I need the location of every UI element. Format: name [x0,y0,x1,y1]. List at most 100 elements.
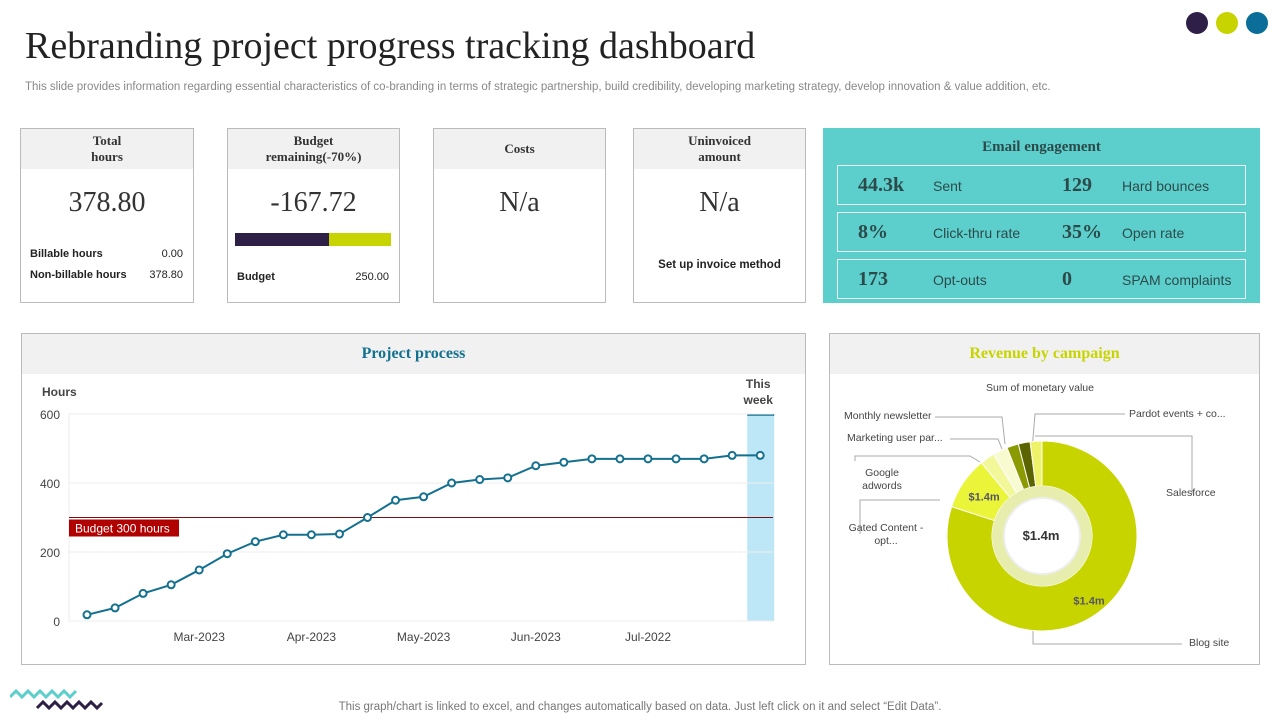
project-process-panel: Project process 0 200 400 600 Hours This week B… [21,333,806,665]
costs-value: N/a [499,187,540,218]
budget-progress-bar [235,233,391,246]
x-tick-label: May-2023 [397,630,451,644]
setup-invoice-link[interactable]: Set up invoice method [658,259,781,271]
legend-label: Gated Content - opt... [848,522,924,547]
budget-label-box [69,519,179,537]
revenue-donut-chart: $1.4m $1.4m [854,413,1193,645]
budget-progress-fill [235,233,329,246]
card-title: Budget [293,133,334,148]
email-metric-value: 35% [1062,221,1102,243]
data-point [82,610,92,620]
card-title: Costs [434,129,605,169]
y-tick-label: 400 [40,477,60,491]
leader-line [950,438,1003,450]
data-point [138,588,148,598]
data-point [559,457,569,467]
x-tick-label: Apr-2023 [287,630,337,644]
slice-value-label: $1.4m [1073,596,1104,608]
email-metric-row: 8% Click-thru rate 35% Open rate [837,212,1246,252]
data-point [419,492,429,502]
data-point [671,454,681,464]
email-engagement-panel: Email engagement 44.3k Sent 129 Hard bounce… [823,128,1260,303]
donut-center-label: $1.4m [1022,528,1060,543]
email-metric-row: 44.3k Sent 129 Hard bounces [837,165,1246,205]
email-metric-label: Hard bounces [1122,178,1210,194]
data-point [587,454,597,464]
slice-value-label: $1.4m [969,492,1000,504]
data-point [306,530,316,540]
nonbillable-label: Non-billable hours [30,269,127,281]
email-metric-row: 173 Opt-outs 0 SPAM complaints [837,259,1246,299]
legend-label: Pardot events + co... [1129,408,1226,420]
data-point [643,454,653,464]
card-title: hours [91,149,123,164]
data-point [363,513,372,522]
legend-label: Monthly newsletter [844,410,932,422]
email-metric-label: Click-thru rate [933,225,1021,241]
wave-decoration-icon [10,688,104,711]
footer-note: This graph/chart is linked to excel, and… [338,701,942,713]
decor-dot [1246,12,1268,34]
card-title: Uninvoiced [688,133,751,148]
data-point [447,478,457,488]
email-metric-label: Open rate [1122,225,1185,241]
data-point [334,529,344,539]
email-metric-label: SPAM complaints [1122,272,1232,288]
this-week-label: week [743,393,774,407]
email-metric-value: 44.3k [858,174,905,196]
data-point [615,454,625,464]
uninvoiced-value: N/a [699,187,740,218]
chart-title: Project process [22,334,805,374]
data-point [531,461,541,471]
data-point [755,450,765,460]
email-metric-label: Sent [933,178,962,194]
leader-line [859,499,940,534]
leader-line [1032,626,1182,645]
project-process-chart: 0 200 400 600 Hours This week Budget 300 hours M… [40,377,775,644]
leader-line [854,455,981,463]
total-hours-card: Total hours 378.80 Billable hours 0.00 Non… [20,128,194,303]
leader-line [935,416,1006,445]
data-point [110,603,120,613]
costs-card: Costs N/a [433,128,606,303]
email-metric-label: Opt-outs [933,272,987,288]
billable-value: 0.00 [161,248,183,260]
x-tick-label: Mar-2023 [174,630,226,644]
y-tick-label: 600 [40,408,60,422]
data-point [166,580,176,590]
email-metric-value: 173 [858,268,888,290]
data-point [475,475,485,485]
chart-title: Revenue by campaign [830,334,1259,374]
this-week-label: This [746,377,771,391]
donut-hole [1003,497,1081,575]
hours-line [86,454,761,616]
email-metric-value: 129 [1062,174,1092,196]
data-point [250,537,260,547]
data-point [278,530,288,540]
page-title: Rebranding project progress tracking das… [25,25,756,67]
card-title: Total [92,133,122,148]
decor-dot [1186,12,1208,34]
email-metric-value: 0 [1062,268,1072,290]
total-hours-value: 378.80 [68,187,146,218]
email-metric-value: 8% [858,221,888,243]
card-title: remaining(-70%) [265,149,362,164]
budget-label: Budget [237,271,275,283]
y-tick-label: 0 [53,615,60,629]
legend-label: Google adwords [862,467,902,492]
budget-remaining-value: -167.72 [270,187,357,218]
leader-line [1035,435,1193,494]
pie-subtitle: Sum of monetary value [986,382,1094,394]
x-tick-label: Jun-2023 [511,630,561,644]
billable-label: Billable hours [30,248,103,260]
budget-card: Budget remaining(-70%) -167.72 Budget 250.… [227,128,400,303]
nonbillable-value: 378.80 [149,269,183,281]
y-tick-label: 200 [40,546,60,560]
data-point [222,549,232,559]
revenue-panel: Revenue by campaign $1.4m $1.4m Sum of mo… [829,333,1260,665]
data-point [699,454,709,464]
card-title: amount [698,149,741,164]
data-point [391,495,401,505]
email-title: Email engagement [982,139,1101,155]
y-axis-label: Hours [42,385,77,399]
